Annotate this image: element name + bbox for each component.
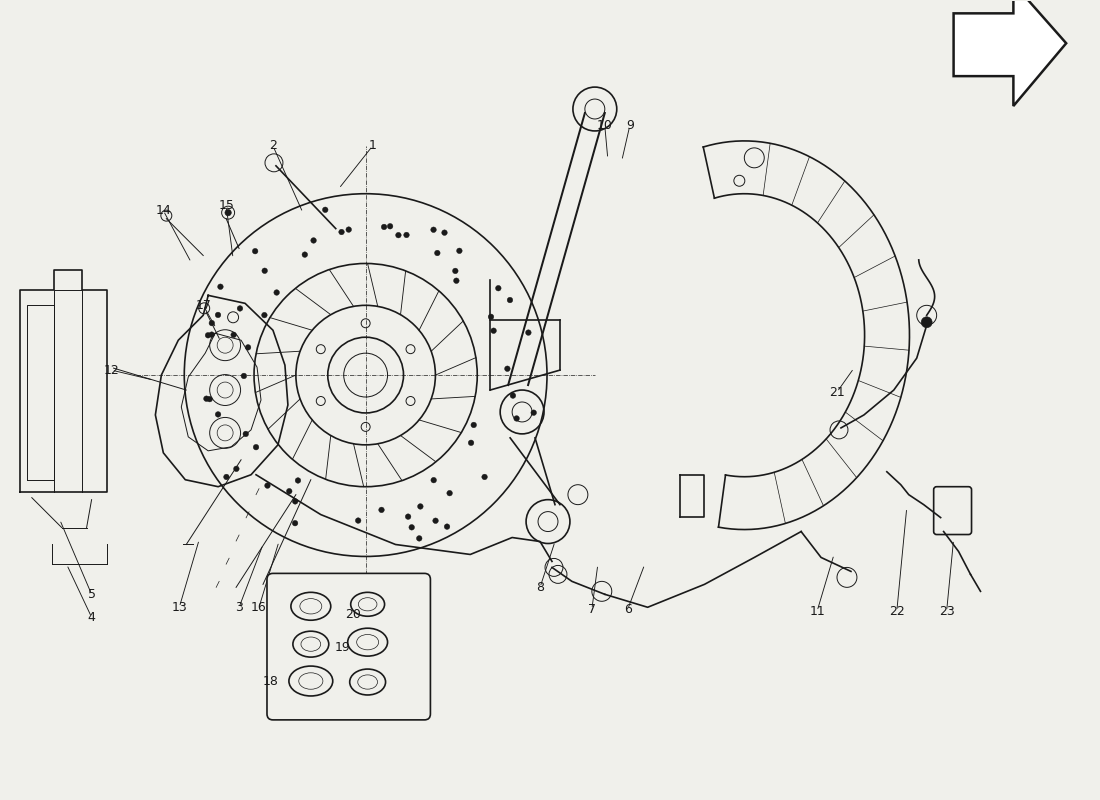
Text: 4: 4 xyxy=(88,610,96,624)
Circle shape xyxy=(206,333,211,338)
Circle shape xyxy=(482,474,487,480)
Circle shape xyxy=(510,393,516,398)
Circle shape xyxy=(396,232,402,238)
Circle shape xyxy=(409,525,415,530)
Circle shape xyxy=(505,366,510,371)
Circle shape xyxy=(243,431,249,437)
Circle shape xyxy=(265,482,271,488)
Circle shape xyxy=(209,320,214,326)
Circle shape xyxy=(382,224,387,230)
Text: 11: 11 xyxy=(810,605,825,618)
Circle shape xyxy=(218,284,223,290)
Text: 21: 21 xyxy=(829,386,845,398)
FancyBboxPatch shape xyxy=(267,574,430,720)
Circle shape xyxy=(286,489,292,494)
Circle shape xyxy=(418,504,424,510)
Circle shape xyxy=(253,444,258,450)
Polygon shape xyxy=(954,0,1066,106)
Text: 16: 16 xyxy=(251,601,267,614)
Text: 9: 9 xyxy=(626,119,634,133)
Text: 14: 14 xyxy=(155,204,172,217)
Circle shape xyxy=(531,410,537,415)
Circle shape xyxy=(378,507,384,513)
Circle shape xyxy=(447,490,452,496)
Circle shape xyxy=(339,230,344,235)
Circle shape xyxy=(216,312,221,318)
Circle shape xyxy=(431,478,437,483)
Text: 17: 17 xyxy=(196,299,211,312)
Circle shape xyxy=(355,518,361,523)
Circle shape xyxy=(311,238,317,243)
Circle shape xyxy=(224,210,231,216)
Text: 19: 19 xyxy=(334,641,351,654)
Text: 23: 23 xyxy=(938,605,955,618)
Text: 18: 18 xyxy=(263,674,279,687)
Circle shape xyxy=(456,248,462,254)
Circle shape xyxy=(495,286,502,291)
Circle shape xyxy=(241,373,246,378)
Circle shape xyxy=(231,332,236,338)
Circle shape xyxy=(252,248,257,254)
Circle shape xyxy=(921,317,932,328)
Circle shape xyxy=(216,412,221,417)
Circle shape xyxy=(491,328,496,334)
Circle shape xyxy=(452,268,458,274)
Circle shape xyxy=(293,520,298,526)
Text: 15: 15 xyxy=(218,199,234,212)
Text: 1: 1 xyxy=(368,139,376,152)
Text: 3: 3 xyxy=(235,601,243,614)
Circle shape xyxy=(453,278,459,283)
Text: 13: 13 xyxy=(172,601,187,614)
Circle shape xyxy=(345,226,352,232)
Circle shape xyxy=(514,416,519,422)
Text: 5: 5 xyxy=(88,588,96,601)
Circle shape xyxy=(442,230,448,235)
Circle shape xyxy=(322,207,328,213)
Circle shape xyxy=(417,535,422,541)
Circle shape xyxy=(488,314,494,320)
Circle shape xyxy=(431,227,437,233)
Text: 12: 12 xyxy=(103,364,120,377)
Circle shape xyxy=(207,396,212,402)
Circle shape xyxy=(209,332,214,338)
Text: 22: 22 xyxy=(889,605,904,618)
Circle shape xyxy=(387,223,393,229)
Circle shape xyxy=(293,498,298,504)
Text: 6: 6 xyxy=(624,602,631,616)
Circle shape xyxy=(245,345,251,350)
Circle shape xyxy=(444,524,450,530)
Text: 7: 7 xyxy=(587,602,596,616)
Circle shape xyxy=(262,268,267,274)
Circle shape xyxy=(434,250,440,256)
Circle shape xyxy=(471,422,476,428)
Circle shape xyxy=(233,466,239,472)
Circle shape xyxy=(262,312,267,318)
Circle shape xyxy=(404,232,409,238)
Circle shape xyxy=(274,290,279,295)
Circle shape xyxy=(295,478,300,483)
Circle shape xyxy=(204,396,209,402)
Circle shape xyxy=(223,474,229,480)
Text: 2: 2 xyxy=(270,139,277,152)
Circle shape xyxy=(526,330,531,335)
Text: 8: 8 xyxy=(536,581,544,594)
Circle shape xyxy=(432,518,438,523)
Circle shape xyxy=(469,440,474,446)
Circle shape xyxy=(405,514,411,519)
Circle shape xyxy=(238,306,243,311)
Circle shape xyxy=(507,298,513,303)
Circle shape xyxy=(302,252,308,258)
Text: 10: 10 xyxy=(597,119,613,133)
Text: 20: 20 xyxy=(344,608,361,621)
